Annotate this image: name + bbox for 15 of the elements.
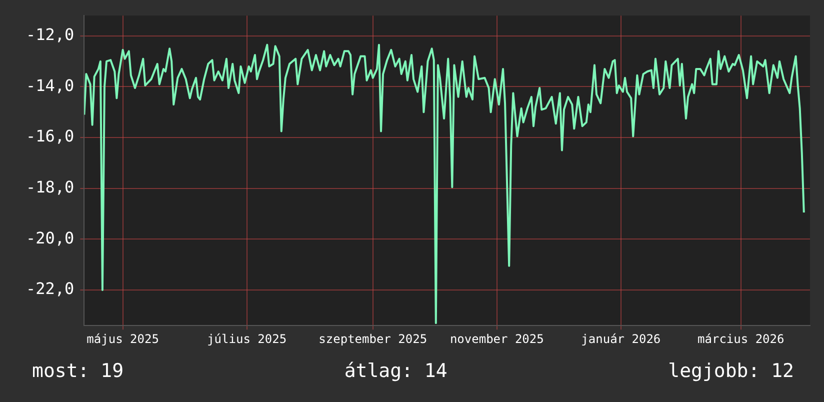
y-tick-label: -18,0 — [26, 178, 74, 197]
x-tick-label: január 2026 — [581, 332, 661, 346]
x-tick-label: november 2025 — [450, 332, 544, 346]
y-tick-label: -16,0 — [26, 126, 74, 146]
y-tick-label: -22,0 — [26, 279, 74, 298]
x-tick-label: május 2025 — [86, 332, 159, 346]
text: átlag: 14 — [344, 360, 448, 382]
y-tick-label: -20,0 — [26, 228, 74, 248]
text: legjobb: 12 — [668, 360, 794, 382]
y-tick-label: -14,0 — [26, 76, 74, 95]
x-tick-label: március 2026 — [698, 332, 784, 346]
x-tick-label: július 2025 — [207, 332, 287, 346]
x-tick-label: szeptember 2025 — [318, 332, 428, 346]
text: most: 19 — [32, 360, 124, 382]
y-tick-label: -12,0 — [26, 25, 74, 44]
